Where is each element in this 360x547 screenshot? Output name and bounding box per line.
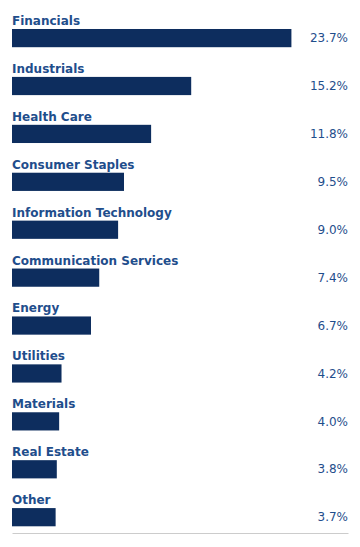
data-label: 6.7% (318, 319, 349, 333)
plot: Financials Industrials Health Care Consumer… (12, 14, 349, 534)
data-label: 3.8% (318, 462, 349, 476)
data-label: 3.7% (318, 510, 349, 524)
bar (12, 412, 59, 430)
chart-container: Financials Industrials Health Care Consumer… (0, 0, 360, 547)
bar (12, 173, 124, 191)
category-label: Other (12, 493, 51, 507)
bar (12, 364, 62, 382)
x-axis (13, 533, 349, 534)
category-labels: Financials Industrials Health Care Consumer… (12, 14, 178, 507)
category-label: Materials (12, 397, 75, 411)
bar (12, 221, 118, 239)
data-label: 9.0% (318, 223, 349, 237)
data-label: 4.2% (318, 367, 349, 381)
bar (12, 77, 191, 95)
category-label: Industrials (12, 62, 84, 76)
chart-svg: Financials Industrials Health Care Consumer… (0, 0, 360, 547)
bar (12, 269, 99, 287)
category-label: Information Technology (12, 206, 172, 220)
bar (12, 460, 57, 478)
category-label: Consumer Staples (12, 158, 134, 172)
category-label: Utilities (12, 349, 65, 363)
x-axis-line (13, 533, 349, 534)
category-label: Energy (12, 301, 59, 315)
data-label: 23.7% (310, 31, 348, 45)
data-label: 9.5% (318, 175, 349, 189)
data-labels: 23.7% 15.2% 11.8% 9.5% 9.0% 7.4% 6.7% 4.2% 4.0% 3… (310, 31, 348, 524)
bar (12, 508, 56, 526)
data-label: 7.4% (318, 271, 349, 285)
data-label: 15.2% (310, 79, 348, 93)
category-label: Financials (12, 14, 80, 28)
bars (12, 29, 291, 526)
category-label: Communication Services (12, 254, 178, 268)
bar (12, 316, 91, 334)
data-label: 11.8% (310, 127, 348, 141)
category-label: Health Care (12, 110, 92, 124)
category-label: Real Estate (12, 445, 89, 459)
data-label: 4.0% (318, 415, 349, 429)
bar (12, 125, 151, 143)
bar (12, 29, 291, 47)
